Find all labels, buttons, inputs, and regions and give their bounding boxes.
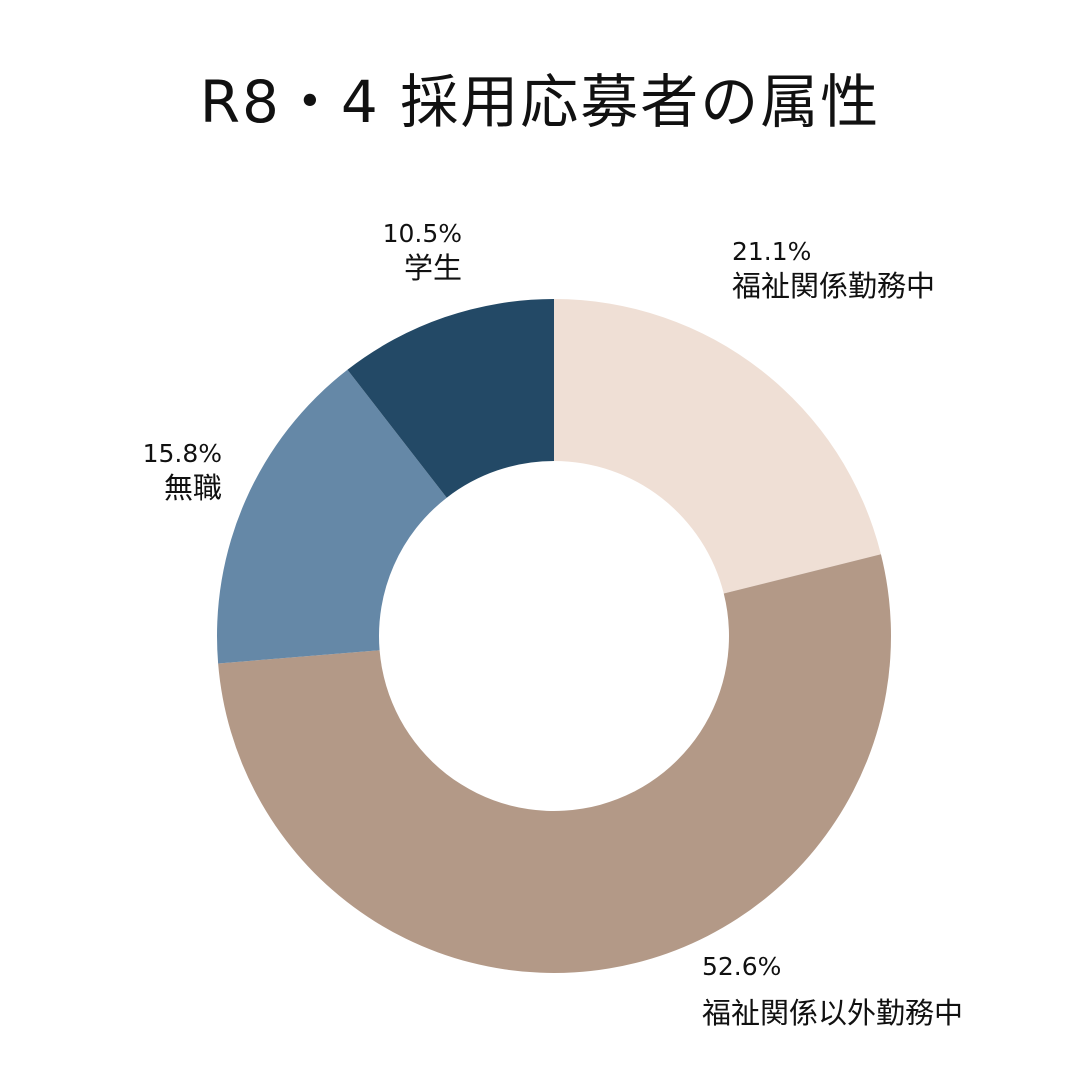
donut-slice-2 <box>218 554 891 973</box>
donut-slices <box>216 299 891 973</box>
slice-percent-label: 10.5% <box>383 219 462 248</box>
slice-category-label: 無職 <box>164 471 222 505</box>
slice-category-label: 福祉関係勤務中 <box>732 269 935 303</box>
donut-slice-4 <box>347 299 554 498</box>
slice-category-label: 学生 <box>404 251 462 285</box>
slice-category-label: 福祉関係以外勤務中 <box>702 996 963 1030</box>
donut-slice-3 <box>216 369 447 664</box>
chart-title: R8・4 採用応募者の属性 <box>199 68 881 136</box>
donut-slice-1 <box>554 299 881 594</box>
slice-percent-label: 52.6% <box>702 952 781 981</box>
slice-labels: 21.1% 福祉関係勤務中 52.6% 福祉関係以外勤務中 15.8% 無職 10.5% 学生 <box>143 219 963 1030</box>
slice-percent-label: 21.1% <box>732 237 811 266</box>
slice-percent-label: 15.8% <box>143 439 222 468</box>
